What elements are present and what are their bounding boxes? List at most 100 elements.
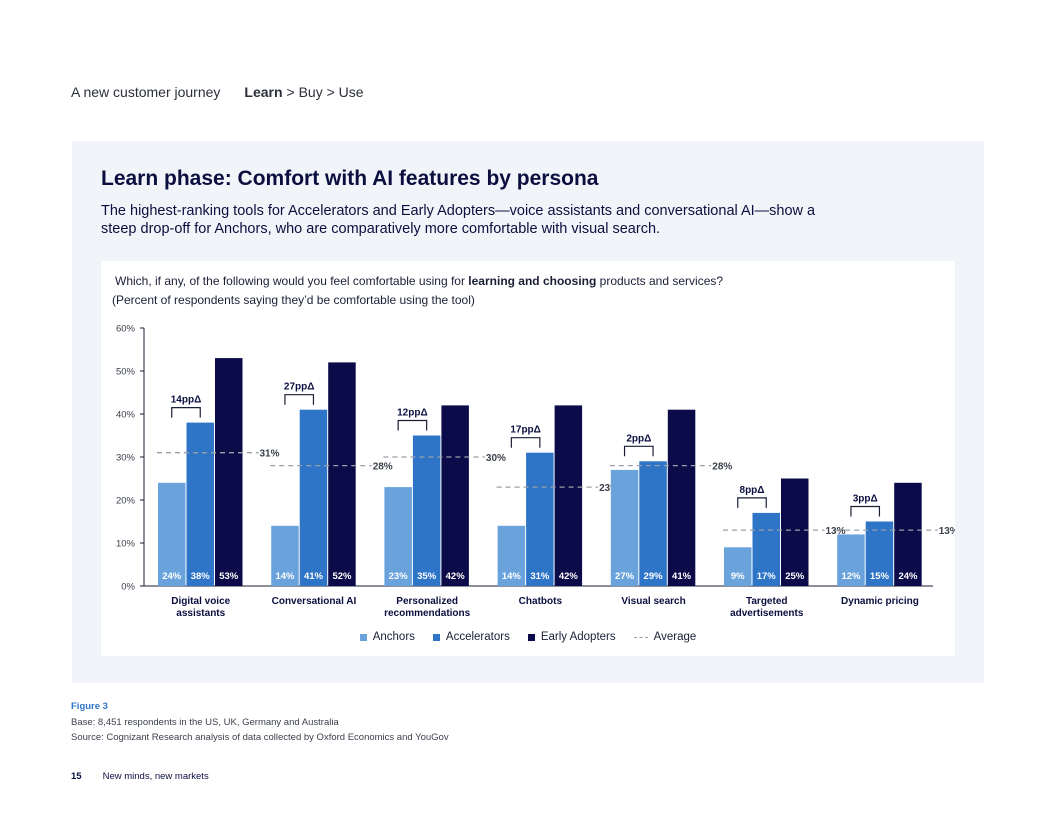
bar-value-label: 17% — [757, 571, 777, 582]
legend-swatch-anchors — [359, 633, 367, 641]
gap-bracket — [171, 407, 201, 418]
base-note: Base: 8,451 respondents in the US, UK, G… — [71, 717, 339, 728]
gap-bracket — [623, 445, 654, 457]
bar-value-label: 9% — [731, 571, 745, 582]
gap-bracket — [284, 394, 315, 405]
question-suffix: products and services? — [596, 274, 724, 288]
survey-question: Which, if any, of the following would yo… — [115, 274, 723, 288]
average-label: 28% — [373, 462, 393, 473]
gap-label: 3ppΔ — [853, 494, 878, 505]
chart-legend: Anchors Accelerators Early Adopters Aver… — [101, 631, 955, 643]
bar-value-label: 15% — [870, 571, 890, 582]
bar-accelerators — [752, 512, 780, 586]
bar-early-adopters — [894, 482, 922, 586]
bar-anchors — [610, 469, 639, 586]
category-label: Targeted — [746, 596, 788, 607]
gap-label: 17ppΔ — [510, 425, 541, 436]
question-prefix: Which, if any, of the following would yo… — [115, 274, 469, 288]
y-tick-label: 50% — [116, 367, 136, 378]
bar-value-label: 25% — [785, 571, 805, 582]
average-label: 30% — [486, 453, 506, 464]
bar-accelerators — [526, 452, 554, 586]
bar-early-adopters — [781, 478, 809, 586]
bar-accelerators — [639, 461, 667, 586]
gap-bracket — [397, 419, 428, 431]
bar-value-label: 41% — [304, 571, 324, 582]
breadcrumb-section: A new customer journey — [71, 84, 221, 100]
gap-label: 14ppΔ — [171, 395, 202, 406]
page-footer: 15 New minds, new markets — [71, 771, 209, 782]
question-emphasis: learning and choosing — [468, 274, 597, 288]
gap-label: 8ppΔ — [740, 485, 765, 496]
bar-value-label: 24% — [898, 571, 918, 582]
bar-value-label: 14% — [275, 571, 295, 582]
category-label: Personalized — [396, 596, 458, 607]
average-label: 28% — [712, 462, 732, 473]
legend-label-early-adopters: Early Adopters — [540, 631, 616, 643]
legend-swatch-early-adopters — [527, 633, 535, 641]
legend-item-average: Average — [633, 631, 697, 643]
bar-value-label: 35% — [417, 571, 437, 582]
bar-anchors — [271, 525, 299, 586]
legend-item-anchors: Anchors — [359, 631, 415, 643]
category-label: Chatbots — [519, 596, 563, 607]
bar-value-label: 38% — [191, 571, 211, 582]
y-tick-label: 20% — [116, 496, 136, 507]
source-note: Source: Cognizant Research analysis of d… — [71, 732, 449, 743]
bar-anchors — [837, 534, 865, 586]
y-tick-label: 0% — [121, 582, 135, 593]
average-label: 13% — [939, 526, 955, 537]
bar-accelerators — [299, 409, 328, 586]
bar-value-label: 14% — [502, 571, 522, 582]
category-label: assistants — [176, 608, 225, 619]
legend-label-accelerators: Accelerators — [445, 631, 510, 643]
gap-label: 2ppΔ — [626, 433, 651, 444]
bar-early-adopters — [328, 362, 356, 586]
y-tick-label: 10% — [116, 539, 136, 550]
y-tick-label: 30% — [116, 453, 136, 464]
breadcrumb: A new customer journey Learn > Buy > Use — [71, 84, 364, 100]
bar-value-label: 52% — [332, 571, 352, 582]
bar-value-label: 24% — [162, 571, 182, 582]
breadcrumb-current: Learn — [244, 84, 283, 100]
average-label: 13% — [826, 526, 846, 537]
chart-card: Which, if any, of the following would yo… — [101, 261, 955, 656]
bar-early-adopters — [554, 405, 583, 586]
legend-label-anchors: Anchors — [372, 631, 415, 643]
legend-dash-average — [633, 636, 648, 638]
bar-accelerators — [412, 435, 441, 586]
bar-anchors — [384, 487, 412, 586]
average-label: 31% — [260, 449, 280, 460]
gap-bracket — [737, 497, 767, 508]
bar-accelerators — [186, 422, 214, 586]
legend-label-average: Average — [653, 631, 697, 643]
bar-anchors — [724, 547, 752, 586]
category-label: recommendations — [384, 608, 471, 619]
gap-bracket — [510, 437, 541, 448]
bar-early-adopters — [215, 358, 243, 586]
bar-anchors — [158, 482, 186, 586]
bar-value-label: 42% — [446, 571, 466, 582]
category-label: Dynamic pricing — [841, 596, 919, 607]
question-note: (Percent of respondents saying they’d be… — [112, 293, 475, 307]
bar-value-label: 53% — [219, 571, 239, 582]
average-label: 23% — [599, 483, 619, 494]
figure-label: Figure 3 — [71, 701, 108, 712]
gap-bracket — [850, 505, 881, 517]
legend-item-accelerators: Accelerators — [432, 631, 510, 643]
legend-item-early-adopters: Early Adopters — [527, 631, 616, 643]
bar-value-label: 27% — [615, 571, 635, 582]
page-number: 15 — [71, 771, 82, 782]
bar-early-adopters — [441, 405, 469, 586]
bar-value-label: 41% — [672, 571, 692, 582]
category-label: Digital voice — [171, 596, 230, 607]
legend-swatch-accelerators — [432, 633, 440, 641]
breadcrumb-rest: > Buy > Use — [286, 84, 364, 100]
category-label: Visual search — [621, 596, 685, 607]
category-label: advertisements — [730, 608, 804, 619]
bar-value-label: 23% — [389, 571, 409, 582]
y-tick-label: 40% — [116, 410, 136, 421]
breadcrumb-path: Learn > Buy > Use — [244, 84, 363, 100]
bar-value-label: 29% — [644, 571, 664, 582]
bar-accelerators — [865, 521, 894, 586]
